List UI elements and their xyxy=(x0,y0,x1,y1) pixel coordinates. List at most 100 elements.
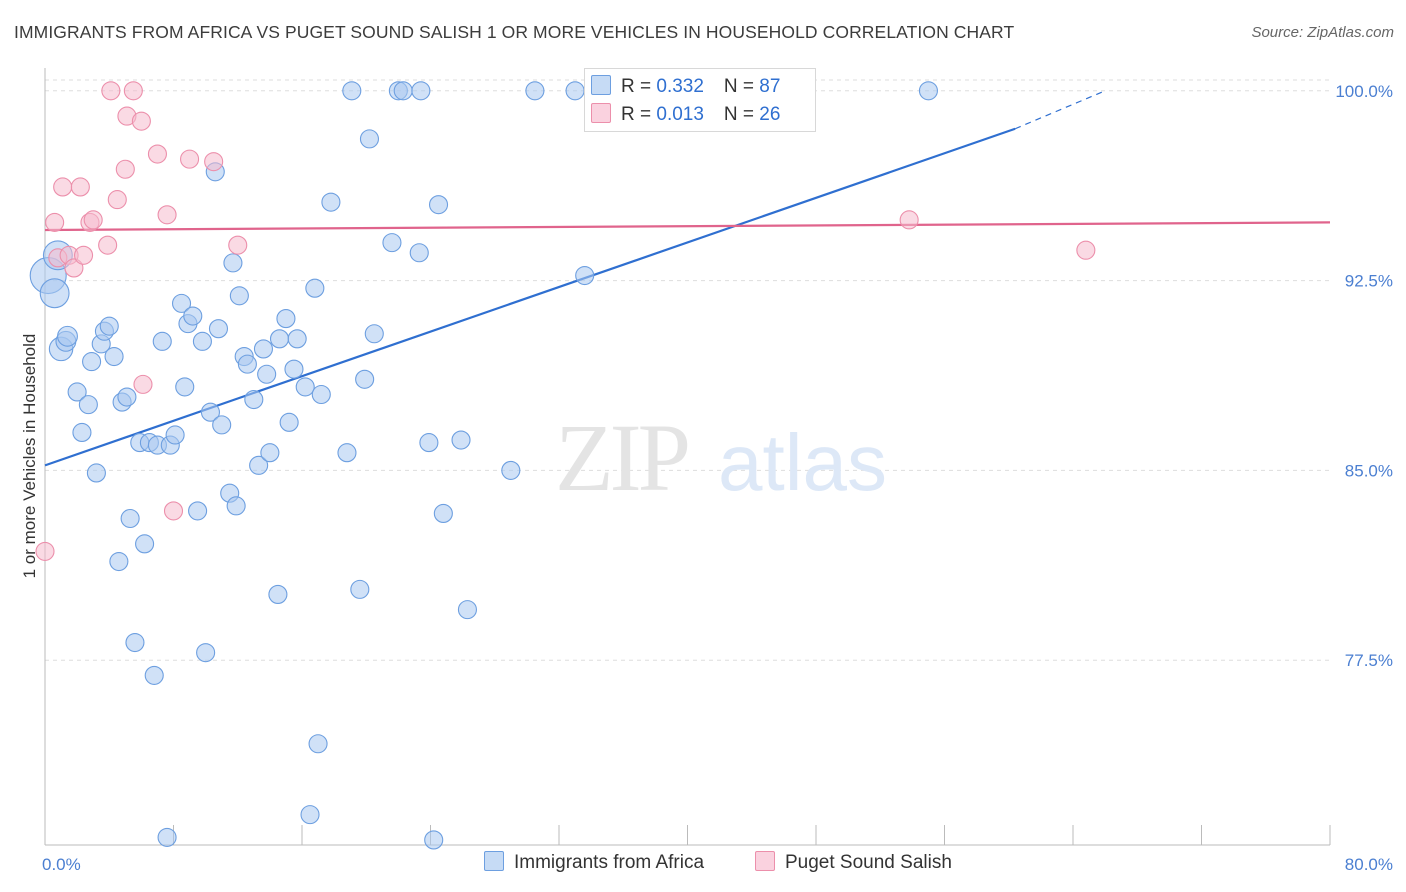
point-puget-sound-salish[interactable] xyxy=(133,374,153,394)
point-immigrants-from-africa[interactable] xyxy=(300,805,320,825)
point-puget-sound-salish[interactable] xyxy=(131,111,151,131)
point-immigrants-from-africa[interactable] xyxy=(305,278,325,298)
point-immigrants-from-africa[interactable] xyxy=(364,324,384,344)
point-immigrants-from-africa[interactable] xyxy=(171,293,192,313)
point-puget-sound-salish[interactable] xyxy=(115,159,135,179)
bottom-legend-africa[interactable]: Immigrants from Africa xyxy=(484,851,704,874)
point-immigrants-from-africa[interactable] xyxy=(109,551,129,572)
point-immigrants-from-africa[interactable] xyxy=(575,265,595,286)
point-immigrants-from-africa[interactable] xyxy=(125,632,145,653)
point-puget-sound-salish[interactable] xyxy=(123,81,143,101)
point-immigrants-from-africa[interactable] xyxy=(355,369,375,389)
point-immigrants-from-africa[interactable] xyxy=(382,233,402,253)
point-immigrants-from-africa[interactable] xyxy=(244,390,264,410)
point-immigrants-from-africa[interactable] xyxy=(428,195,449,215)
point-immigrants-from-africa[interactable] xyxy=(321,192,341,212)
point-immigrants-from-africa[interactable] xyxy=(268,584,288,604)
point-immigrants-from-africa[interactable] xyxy=(99,316,119,336)
point-immigrants-from-africa[interactable] xyxy=(226,496,246,516)
point-immigrants-from-africa[interactable] xyxy=(165,425,185,445)
point-immigrants-from-africa[interactable] xyxy=(229,286,249,306)
point-immigrants-from-africa[interactable] xyxy=(308,734,328,754)
point-immigrants-from-africa[interactable] xyxy=(350,579,370,599)
point-immigrants-from-africa[interactable] xyxy=(144,665,164,685)
point-immigrants-from-africa[interactable] xyxy=(212,415,232,435)
point-immigrants-from-africa[interactable] xyxy=(457,600,477,620)
point-immigrants-from-africa[interactable] xyxy=(120,508,140,529)
point-immigrants-from-africa[interactable] xyxy=(342,81,362,101)
point-immigrants-from-africa[interactable] xyxy=(78,395,98,415)
point-immigrants-from-africa[interactable] xyxy=(86,463,106,483)
point-immigrants-from-africa[interactable] xyxy=(104,346,124,367)
point-immigrants-from-africa[interactable] xyxy=(117,387,137,407)
point-puget-sound-salish[interactable] xyxy=(98,235,118,255)
point-immigrants-from-africa[interactable] xyxy=(57,325,78,347)
point-immigrants-from-africa[interactable] xyxy=(918,81,938,101)
point-immigrants-from-africa[interactable] xyxy=(260,443,280,463)
trend-line-africa xyxy=(44,127,1016,467)
point-immigrants-from-africa[interactable] xyxy=(183,306,203,326)
point-immigrants-from-africa[interactable] xyxy=(565,81,585,101)
bottom-legend-label-salish: Puget Sound Salish xyxy=(785,852,952,873)
point-immigrants-from-africa[interactable] xyxy=(82,352,102,372)
point-immigrants-from-africa[interactable] xyxy=(192,331,212,351)
point-immigrants-from-africa[interactable] xyxy=(525,81,545,101)
point-puget-sound-salish[interactable] xyxy=(228,235,248,255)
point-immigrants-from-africa[interactable] xyxy=(208,319,229,339)
point-puget-sound-salish[interactable] xyxy=(147,144,167,164)
point-immigrants-from-africa[interactable] xyxy=(188,501,208,521)
point-immigrants-from-africa[interactable] xyxy=(223,253,243,273)
point-immigrants-from-africa[interactable] xyxy=(200,402,220,422)
point-puget-sound-salish[interactable] xyxy=(101,81,121,101)
point-puget-sound-salish[interactable] xyxy=(83,210,103,230)
point-immigrants-from-africa[interactable] xyxy=(451,430,471,450)
trend-lines xyxy=(44,90,1331,467)
point-immigrants-from-africa[interactable] xyxy=(311,384,331,405)
point-puget-sound-salish[interactable] xyxy=(74,245,94,265)
point-immigrants-from-africa[interactable] xyxy=(287,329,307,349)
point-puget-sound-salish[interactable] xyxy=(45,212,65,232)
point-immigrants-from-africa[interactable] xyxy=(295,377,315,397)
point-puget-sound-salish[interactable] xyxy=(107,190,127,210)
legend-n-value: 87 xyxy=(759,76,781,97)
point-immigrants-from-africa[interactable] xyxy=(67,382,87,402)
point-puget-sound-salish[interactable] xyxy=(157,205,177,225)
bottom-legend-salish[interactable]: Puget Sound Salish xyxy=(755,851,952,874)
point-immigrants-from-africa[interactable] xyxy=(284,359,304,379)
point-immigrants-from-africa[interactable] xyxy=(393,81,413,101)
point-immigrants-from-africa[interactable] xyxy=(359,129,380,149)
point-immigrants-from-africa[interactable] xyxy=(175,377,195,397)
point-immigrants-from-africa[interactable] xyxy=(237,354,257,374)
point-immigrants-from-africa[interactable] xyxy=(157,827,177,847)
point-immigrants-from-africa[interactable] xyxy=(152,331,172,351)
point-puget-sound-salish[interactable] xyxy=(53,177,73,197)
point-puget-sound-salish[interactable] xyxy=(899,210,919,230)
point-immigrants-from-africa[interactable] xyxy=(269,329,290,349)
watermark: ZIP atlas xyxy=(555,404,887,511)
point-immigrants-from-africa[interactable] xyxy=(249,455,269,475)
point-puget-sound-salish[interactable] xyxy=(204,152,224,172)
point-immigrants-from-africa[interactable] xyxy=(135,534,155,554)
point-puget-sound-salish[interactable] xyxy=(70,177,90,197)
point-immigrants-from-africa[interactable] xyxy=(253,339,274,359)
point-puget-sound-salish[interactable] xyxy=(35,541,55,561)
point-immigrants-from-africa[interactable] xyxy=(72,422,92,443)
point-puget-sound-salish[interactable] xyxy=(163,501,184,521)
point-immigrants-from-africa[interactable] xyxy=(424,830,444,850)
point-immigrants-from-africa[interactable] xyxy=(419,433,439,453)
point-immigrants-from-africa[interactable] xyxy=(433,503,453,523)
point-immigrants-from-africa[interactable] xyxy=(409,243,429,263)
legend-r-label: R = xyxy=(621,76,657,97)
point-immigrants-from-africa[interactable] xyxy=(276,309,296,329)
point-immigrants-from-africa[interactable] xyxy=(196,643,216,663)
point-puget-sound-salish[interactable] xyxy=(1076,240,1096,260)
point-immigrants-from-africa[interactable] xyxy=(411,81,431,101)
point-immigrants-from-africa[interactable] xyxy=(257,364,277,384)
point-immigrants-from-africa[interactable] xyxy=(337,443,357,463)
point-puget-sound-salish[interactable] xyxy=(64,258,84,278)
point-immigrants-from-africa[interactable] xyxy=(279,412,299,432)
point-immigrants-from-africa[interactable] xyxy=(39,278,70,309)
trend-line-africa-extension xyxy=(1014,90,1106,130)
point-immigrants-from-africa[interactable] xyxy=(501,460,521,480)
point-puget-sound-salish[interactable] xyxy=(180,149,200,169)
